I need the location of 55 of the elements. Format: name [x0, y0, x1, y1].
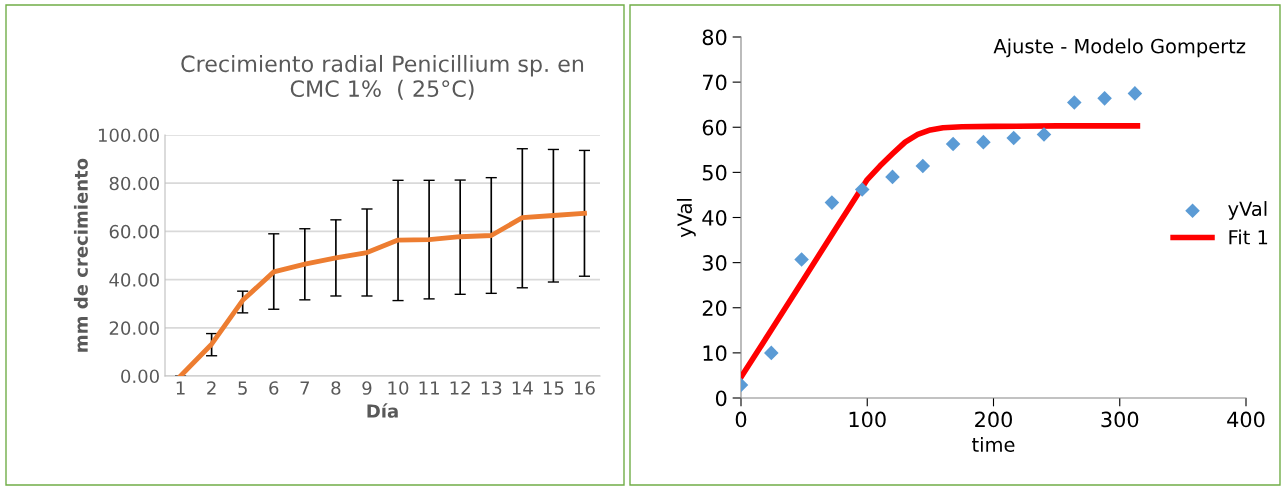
point: [976, 134, 991, 150]
point: [854, 182, 870, 197]
x-tick-label: 2: [207, 381, 216, 395]
y-tick-label: 80.00: [109, 176, 159, 191]
legend-label: yVal: [1228, 201, 1267, 220]
line-series: [178, 210, 587, 376]
x-tick-label: 16: [574, 381, 595, 395]
point: [764, 345, 779, 361]
y-tick-label: 10: [703, 345, 727, 362]
x-tick-label: 11: [419, 381, 439, 395]
y-tick-label: 60.00: [109, 224, 159, 239]
y-tick-label: 30: [702, 255, 727, 271]
y-tick-label: 60: [702, 119, 727, 136]
point: [1097, 91, 1112, 106]
point: [885, 169, 900, 185]
x-tick-label: 5: [238, 381, 247, 395]
chart-title: Ajuste - Modelo Gompertz: [993, 38, 1246, 58]
x-tick-label: 100: [849, 411, 886, 428]
y-tick-label: 0.00: [121, 369, 159, 384]
x-axis-title: Día: [367, 403, 398, 418]
x-tick-label: 200: [975, 411, 1012, 428]
chart-title: Crecimiento radial Penicillium sp. en CMC 1% ( 25°C): [181, 54, 584, 100]
point: [915, 158, 931, 174]
x-tick-label: 13: [481, 381, 502, 395]
point: [794, 252, 809, 267]
x-tick-label: 0: [735, 411, 747, 428]
x-tick-label: 8: [331, 381, 341, 395]
y-tick-label: 100.00: [98, 128, 159, 143]
y-tick-label: 20: [702, 300, 727, 316]
x-tick-label: 7: [300, 381, 310, 395]
y-tick-label: 40: [702, 209, 727, 226]
point: [1127, 86, 1143, 101]
x-tick-label: 1: [176, 381, 185, 395]
y-tick-label: 70: [703, 74, 727, 91]
y-tick-label: 40.00: [109, 273, 159, 287]
x-axis-title: time: [972, 436, 1015, 452]
legend-label: Fit 1: [1229, 229, 1268, 245]
y-axis-title: mm de crecimiento: [73, 158, 88, 352]
x-tick-label: 9: [362, 381, 372, 395]
x-tick-label: 14: [512, 381, 533, 395]
x-tick-label: 15: [543, 381, 564, 395]
y-axis-title: yVal: [676, 199, 696, 238]
y-tick-label: 20.00: [109, 321, 159, 335]
x-tick-label: 6: [269, 381, 279, 395]
x-tick-label: 300: [1101, 411, 1139, 428]
x-tick-label: 10: [388, 381, 409, 395]
point: [1006, 130, 1021, 146]
point: [1036, 127, 1052, 142]
point: [1067, 95, 1082, 110]
x-tick-label: 400: [1227, 411, 1265, 428]
y-tick-label: 50: [702, 164, 727, 181]
y-tick-label: 80: [702, 29, 727, 46]
point: [945, 136, 961, 152]
x-tick-label: 12: [450, 381, 470, 395]
point: [824, 195, 840, 210]
